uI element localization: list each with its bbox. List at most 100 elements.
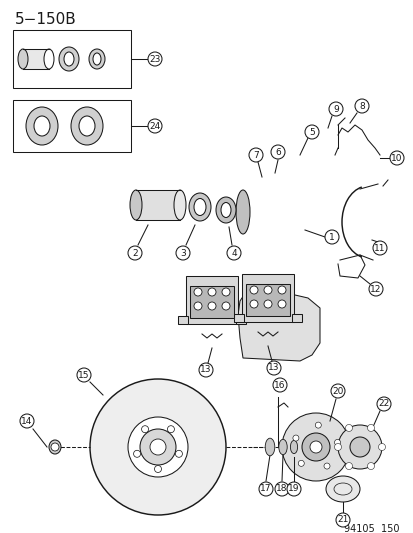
Text: 24: 24 [149, 122, 160, 131]
Ellipse shape [235, 190, 249, 234]
Circle shape [274, 482, 288, 496]
Circle shape [20, 414, 34, 428]
Text: 16: 16 [273, 381, 285, 390]
Ellipse shape [130, 190, 142, 220]
Text: 13: 13 [200, 366, 211, 375]
Text: 23: 23 [149, 54, 160, 63]
Circle shape [330, 384, 344, 398]
Ellipse shape [44, 49, 54, 69]
Text: 21: 21 [337, 515, 348, 524]
Circle shape [345, 424, 351, 431]
Circle shape [194, 288, 202, 296]
Text: 15: 15 [78, 370, 90, 379]
Circle shape [367, 424, 374, 431]
Circle shape [337, 425, 381, 469]
Text: 4: 4 [230, 248, 236, 257]
Circle shape [349, 437, 369, 457]
Ellipse shape [59, 47, 79, 71]
Bar [23, 49, 49, 69]
Ellipse shape [34, 116, 50, 136]
Bar [242, 274, 293, 322]
Circle shape [147, 52, 161, 66]
Circle shape [272, 378, 286, 392]
Ellipse shape [89, 49, 105, 69]
Circle shape [176, 246, 190, 260]
Text: 94105  150: 94105 150 [344, 524, 399, 533]
Text: 5−150B: 5−150B [15, 12, 76, 27]
Circle shape [221, 302, 230, 310]
Circle shape [147, 119, 161, 133]
Circle shape [345, 463, 351, 470]
Ellipse shape [18, 49, 28, 69]
Circle shape [367, 463, 374, 470]
Circle shape [259, 482, 272, 496]
Circle shape [334, 443, 341, 450]
Circle shape [377, 443, 385, 450]
Text: 6: 6 [275, 148, 280, 157]
Circle shape [249, 300, 257, 308]
Ellipse shape [93, 53, 101, 65]
Bar [245, 284, 289, 316]
Circle shape [277, 286, 285, 294]
Circle shape [199, 363, 212, 377]
Text: 11: 11 [373, 244, 385, 253]
Circle shape [281, 413, 349, 481]
Circle shape [389, 151, 403, 165]
Text: 12: 12 [369, 285, 381, 294]
Ellipse shape [325, 476, 359, 502]
Text: 7: 7 [252, 150, 258, 159]
Circle shape [90, 379, 225, 515]
Circle shape [150, 439, 166, 455]
Text: 20: 20 [332, 386, 343, 395]
Text: 8: 8 [358, 101, 364, 110]
Text: 1: 1 [328, 232, 334, 241]
Circle shape [175, 450, 182, 457]
Circle shape [51, 443, 59, 451]
Circle shape [77, 368, 91, 382]
Ellipse shape [290, 440, 297, 454]
Ellipse shape [221, 203, 230, 217]
Circle shape [207, 302, 216, 310]
Text: 13: 13 [268, 364, 279, 373]
Text: 22: 22 [377, 400, 389, 408]
Text: 5: 5 [309, 127, 314, 136]
Circle shape [154, 465, 161, 472]
Circle shape [266, 361, 280, 375]
Text: 17: 17 [260, 484, 271, 494]
Bar [190, 286, 233, 318]
Ellipse shape [26, 107, 58, 145]
Circle shape [128, 246, 142, 260]
Circle shape [141, 426, 148, 433]
Circle shape [304, 125, 318, 139]
Circle shape [292, 435, 298, 441]
Circle shape [167, 426, 174, 433]
Circle shape [271, 145, 284, 159]
Circle shape [323, 463, 329, 469]
Circle shape [315, 422, 320, 428]
Bar [185, 276, 237, 324]
Circle shape [128, 417, 188, 477]
Circle shape [324, 230, 338, 244]
Circle shape [354, 99, 368, 113]
Circle shape [368, 282, 382, 296]
Bar [136, 190, 180, 220]
Circle shape [263, 300, 271, 308]
Circle shape [221, 288, 230, 296]
Ellipse shape [278, 439, 287, 455]
Circle shape [277, 300, 285, 308]
Circle shape [133, 450, 140, 457]
Bar [13, 100, 131, 152]
Ellipse shape [265, 438, 274, 456]
Text: 2: 2 [132, 248, 138, 257]
Bar [233, 314, 243, 322]
Circle shape [226, 246, 240, 260]
Circle shape [301, 433, 329, 461]
Ellipse shape [64, 52, 74, 66]
Circle shape [248, 148, 262, 162]
Circle shape [263, 286, 271, 294]
Ellipse shape [189, 193, 211, 221]
Circle shape [309, 441, 321, 453]
Ellipse shape [194, 198, 206, 215]
Polygon shape [237, 283, 319, 361]
Bar [13, 30, 131, 88]
